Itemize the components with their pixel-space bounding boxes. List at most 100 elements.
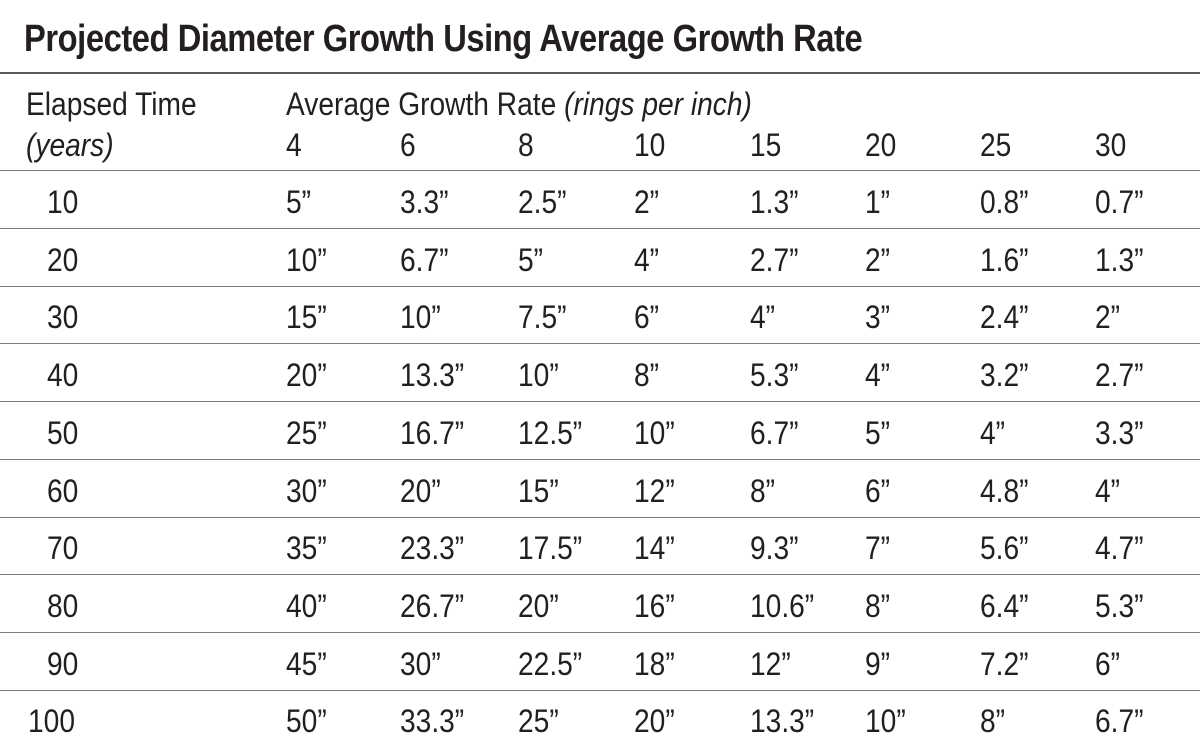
row-year: 80 bbox=[47, 588, 79, 624]
column-group-unit: (rings per inch) bbox=[564, 86, 752, 122]
row-rule bbox=[0, 286, 1200, 287]
row-rule bbox=[0, 228, 1200, 229]
column-header: 8 bbox=[518, 127, 534, 163]
table-cell: 2.5” bbox=[518, 184, 567, 220]
table-cell: 4” bbox=[1095, 473, 1121, 509]
table-cell: 4.8” bbox=[980, 473, 1029, 509]
table-cell: 30” bbox=[286, 473, 327, 509]
table-cell: 5” bbox=[518, 242, 544, 278]
row-rule bbox=[0, 343, 1200, 344]
table-cell: 33.3” bbox=[400, 703, 465, 739]
table-cell: 20” bbox=[634, 703, 675, 739]
table-cell: 2” bbox=[634, 184, 660, 220]
row-header-unit: (years) bbox=[26, 127, 114, 163]
row-year: 90 bbox=[47, 646, 79, 682]
table-cell: 5.6” bbox=[980, 530, 1029, 566]
column-header: 10 bbox=[634, 127, 666, 163]
table-cell: 20” bbox=[286, 357, 327, 393]
table-cell: 23.3” bbox=[400, 530, 465, 566]
row-year: 30 bbox=[47, 299, 79, 335]
table-cell: 25” bbox=[286, 415, 327, 451]
column-header: 20 bbox=[865, 127, 897, 163]
table-cell: 4” bbox=[865, 357, 891, 393]
row-year: 50 bbox=[47, 415, 79, 451]
row-year: 70 bbox=[47, 530, 79, 566]
table-cell: 13.3” bbox=[750, 703, 815, 739]
table-cell: 35” bbox=[286, 530, 327, 566]
table-cell: 7” bbox=[865, 530, 891, 566]
table-cell: 1.3” bbox=[1095, 242, 1144, 278]
row-year: 20 bbox=[47, 242, 79, 278]
table-cell: 17.5” bbox=[518, 530, 583, 566]
table-cell: 26.7” bbox=[400, 588, 465, 624]
column-header: 25 bbox=[980, 127, 1012, 163]
table-cell: 0.7” bbox=[1095, 184, 1144, 220]
column-group-header: Average Growth Rate (rings per inch) bbox=[286, 88, 752, 120]
row-rule bbox=[0, 517, 1200, 518]
table-cell: 6” bbox=[865, 473, 891, 509]
table-cell: 8” bbox=[865, 588, 891, 624]
table-cell: 1” bbox=[865, 184, 891, 220]
table-cell: 6.7” bbox=[1095, 703, 1144, 739]
row-rule bbox=[0, 690, 1200, 691]
table-cell: 4.7” bbox=[1095, 530, 1144, 566]
table-cell: 4” bbox=[634, 242, 660, 278]
table-cell: 4” bbox=[750, 299, 776, 335]
column-header: 15 bbox=[750, 127, 782, 163]
table-cell: 5” bbox=[286, 184, 312, 220]
table-cell: 15” bbox=[286, 299, 327, 335]
table-cell: 45” bbox=[286, 646, 327, 682]
table-cell: 6” bbox=[634, 299, 660, 335]
table-cell: 30” bbox=[400, 646, 441, 682]
column-header: 6 bbox=[400, 127, 416, 163]
row-year: 100 bbox=[28, 703, 75, 739]
table-cell: 14” bbox=[634, 530, 675, 566]
table-cell: 1.6” bbox=[980, 242, 1029, 278]
table-cell: 12” bbox=[634, 473, 675, 509]
table-cell: 4” bbox=[980, 415, 1006, 451]
table-cell: 2.4” bbox=[980, 299, 1029, 335]
table-cell: 5.3” bbox=[1095, 588, 1144, 624]
table-cell: 13.3” bbox=[400, 357, 465, 393]
table-cell: 3.3” bbox=[400, 184, 449, 220]
row-rule bbox=[0, 459, 1200, 460]
table-cell: 1.3” bbox=[750, 184, 799, 220]
table-cell: 6.4” bbox=[980, 588, 1029, 624]
table-cell: 15” bbox=[518, 473, 559, 509]
table-cell: 5” bbox=[865, 415, 891, 451]
table-cell: 8” bbox=[980, 703, 1006, 739]
table-cell: 9.3” bbox=[750, 530, 799, 566]
table-cell: 5.3” bbox=[750, 357, 799, 393]
table-cell: 8” bbox=[750, 473, 776, 509]
table-cell: 10” bbox=[634, 415, 675, 451]
table-cell: 10” bbox=[518, 357, 559, 393]
row-year: 60 bbox=[47, 473, 79, 509]
table-cell: 40” bbox=[286, 588, 327, 624]
table-cell: 7.2” bbox=[980, 646, 1029, 682]
table-cell: 10.6” bbox=[750, 588, 815, 624]
table-cell: 6.7” bbox=[400, 242, 449, 278]
row-rule bbox=[0, 401, 1200, 402]
table-cell: 22.5” bbox=[518, 646, 583, 682]
header-rule bbox=[0, 170, 1200, 171]
table-cell: 2” bbox=[865, 242, 891, 278]
table-cell: 0.8” bbox=[980, 184, 1029, 220]
table-cell: 10” bbox=[865, 703, 906, 739]
row-header-label: Elapsed Time bbox=[26, 86, 197, 122]
table-cell: 25” bbox=[518, 703, 559, 739]
table-cell: 3.2” bbox=[980, 357, 1029, 393]
table-cell: 6” bbox=[1095, 646, 1121, 682]
table-cell: 16” bbox=[634, 588, 675, 624]
table-cell: 3.3” bbox=[1095, 415, 1144, 451]
table-cell: 3” bbox=[865, 299, 891, 335]
column-group-label: Average Growth Rate bbox=[286, 86, 557, 122]
table-title: Projected Diameter Growth Using Average … bbox=[24, 18, 863, 60]
table-cell: 20” bbox=[400, 473, 441, 509]
row-year: 40 bbox=[47, 357, 79, 393]
table-cell: 16.7” bbox=[400, 415, 465, 451]
table-cell: 20” bbox=[518, 588, 559, 624]
table-cell: 8” bbox=[634, 357, 660, 393]
table-cell: 10” bbox=[286, 242, 327, 278]
table-cell: 6.7” bbox=[750, 415, 799, 451]
table-cell: 2” bbox=[1095, 299, 1121, 335]
